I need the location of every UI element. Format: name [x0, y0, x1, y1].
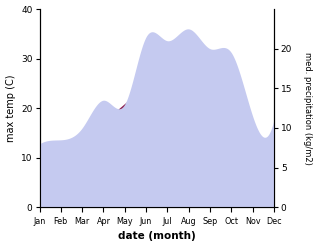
X-axis label: date (month): date (month) — [118, 231, 196, 242]
Y-axis label: max temp (C): max temp (C) — [5, 74, 16, 142]
Y-axis label: med. precipitation (kg/m2): med. precipitation (kg/m2) — [303, 52, 313, 165]
